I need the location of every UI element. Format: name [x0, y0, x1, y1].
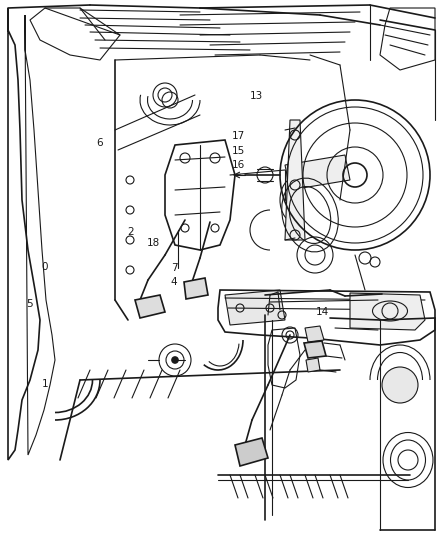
Text: 5: 5	[26, 299, 33, 309]
Polygon shape	[306, 358, 320, 372]
Polygon shape	[304, 341, 326, 358]
Text: 17: 17	[232, 131, 245, 141]
Circle shape	[382, 367, 418, 403]
Polygon shape	[285, 155, 350, 190]
Polygon shape	[350, 293, 425, 330]
Text: 13: 13	[250, 91, 263, 101]
Text: 14: 14	[315, 307, 328, 317]
Text: 0: 0	[42, 262, 48, 271]
Text: 2: 2	[127, 227, 134, 237]
Circle shape	[172, 357, 178, 363]
Text: 15: 15	[232, 146, 245, 156]
Polygon shape	[135, 295, 165, 318]
Text: 7: 7	[171, 263, 177, 272]
Text: 18: 18	[147, 238, 160, 247]
Polygon shape	[285, 120, 305, 240]
Polygon shape	[225, 290, 285, 325]
Text: 4: 4	[171, 278, 177, 287]
Polygon shape	[235, 438, 268, 466]
Polygon shape	[184, 278, 208, 299]
Text: 6: 6	[96, 138, 103, 148]
Text: 16: 16	[232, 160, 245, 170]
Text: 1: 1	[42, 379, 48, 389]
Polygon shape	[305, 326, 324, 342]
